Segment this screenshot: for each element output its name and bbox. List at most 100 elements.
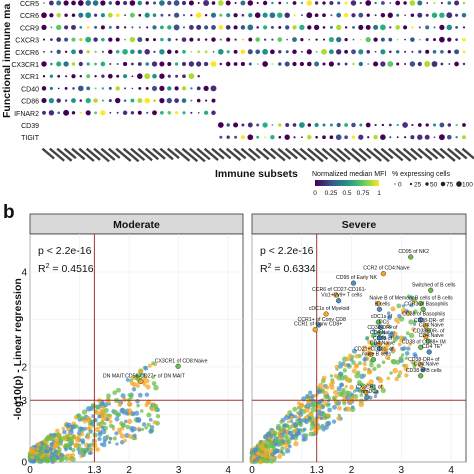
x-tick-label: 0 bbox=[249, 465, 255, 474]
annotation-label: naive B cells bbox=[362, 352, 392, 358]
bubble bbox=[116, 62, 119, 66]
data-point bbox=[412, 296, 417, 302]
data-point bbox=[71, 448, 76, 453]
bubble bbox=[137, 62, 142, 66]
bubble bbox=[123, 0, 128, 6]
data-point bbox=[309, 427, 313, 431]
subset-tick-mark bbox=[196, 147, 211, 161]
data-point bbox=[136, 403, 140, 408]
pct-legend: % expressing cells 0 25 50 75 100 bbox=[392, 171, 473, 189]
bubble bbox=[109, 111, 112, 114]
bubble bbox=[196, 98, 201, 103]
data-point bbox=[344, 384, 348, 389]
pct-legend-label: 75 bbox=[446, 182, 454, 189]
bubble bbox=[50, 50, 53, 53]
data-point bbox=[390, 306, 396, 312]
subset-tick-mark bbox=[262, 147, 277, 160]
bubble bbox=[71, 24, 76, 30]
bubble bbox=[439, 122, 445, 128]
bubble bbox=[358, 134, 364, 140]
data-point bbox=[325, 403, 330, 408]
marker-label: TIGIT bbox=[21, 135, 40, 142]
bubble bbox=[352, 38, 355, 41]
data-point bbox=[367, 369, 373, 374]
data-point bbox=[344, 390, 350, 396]
data-point bbox=[263, 449, 270, 455]
annotated-point bbox=[376, 335, 383, 341]
bubble bbox=[404, 14, 406, 17]
data-point bbox=[35, 453, 41, 460]
bubble bbox=[461, 12, 467, 18]
bubble bbox=[138, 26, 141, 29]
bubble bbox=[94, 62, 97, 66]
bubble bbox=[284, 12, 290, 18]
data-point bbox=[381, 350, 386, 355]
data-point bbox=[97, 436, 102, 442]
bubble bbox=[358, 24, 364, 30]
data-point bbox=[77, 443, 82, 448]
bubble bbox=[101, 87, 105, 90]
subset-tick-mark bbox=[343, 147, 361, 163]
bubble bbox=[322, 135, 326, 140]
data-point bbox=[120, 393, 126, 399]
bubble bbox=[446, 24, 453, 31]
bubble bbox=[300, 38, 304, 42]
bubble bbox=[116, 111, 119, 114]
data-point bbox=[59, 442, 63, 446]
bubble bbox=[455, 38, 458, 41]
bubble bbox=[159, 73, 165, 79]
bubble bbox=[152, 1, 157, 5]
data-point bbox=[289, 415, 294, 420]
data-point bbox=[287, 425, 293, 430]
bubble bbox=[100, 13, 105, 18]
bubble bbox=[218, 0, 224, 6]
bubble bbox=[86, 62, 90, 66]
bubble bbox=[226, 135, 230, 139]
bubble bbox=[262, 122, 268, 128]
bubble bbox=[256, 26, 260, 29]
bubble bbox=[167, 25, 172, 30]
bubble bbox=[217, 122, 224, 128]
r2-text: R2 = 0.6334 bbox=[260, 263, 316, 275]
data-point bbox=[280, 446, 285, 451]
data-point bbox=[142, 373, 146, 377]
bubble bbox=[174, 62, 179, 66]
bubble bbox=[447, 1, 452, 5]
bubble bbox=[388, 123, 392, 127]
bubble bbox=[129, 0, 136, 6]
bubble bbox=[167, 74, 171, 78]
bubble bbox=[219, 135, 223, 139]
data-point bbox=[413, 309, 418, 315]
bubble bbox=[404, 38, 406, 41]
annotated-point bbox=[375, 319, 382, 325]
bubble bbox=[329, 25, 333, 29]
bubble bbox=[49, 74, 54, 78]
data-point bbox=[376, 363, 381, 369]
data-point bbox=[348, 353, 352, 357]
bubble bbox=[93, 98, 98, 103]
bubble bbox=[256, 123, 260, 127]
bubble bbox=[94, 87, 97, 90]
bubble bbox=[299, 122, 305, 128]
bubble bbox=[225, 25, 231, 30]
data-point bbox=[75, 436, 79, 440]
bubble bbox=[71, 111, 76, 115]
bubble bbox=[439, 24, 445, 31]
mfi-colorbar bbox=[315, 180, 379, 186]
x-tick-label: 2 bbox=[349, 465, 355, 474]
bubble bbox=[71, 37, 76, 42]
bubble bbox=[108, 86, 112, 90]
bubble bbox=[254, 12, 261, 18]
bubble bbox=[367, 63, 370, 65]
data-point bbox=[367, 345, 373, 351]
data-point bbox=[306, 395, 311, 400]
data-point bbox=[340, 389, 345, 395]
bubble bbox=[48, 97, 55, 104]
data-point bbox=[342, 368, 348, 373]
bubble bbox=[440, 62, 444, 66]
bubble bbox=[85, 0, 92, 6]
bubble bbox=[344, 1, 348, 5]
bubble bbox=[124, 14, 127, 17]
bubble bbox=[94, 50, 97, 53]
bubble bbox=[41, 98, 47, 104]
